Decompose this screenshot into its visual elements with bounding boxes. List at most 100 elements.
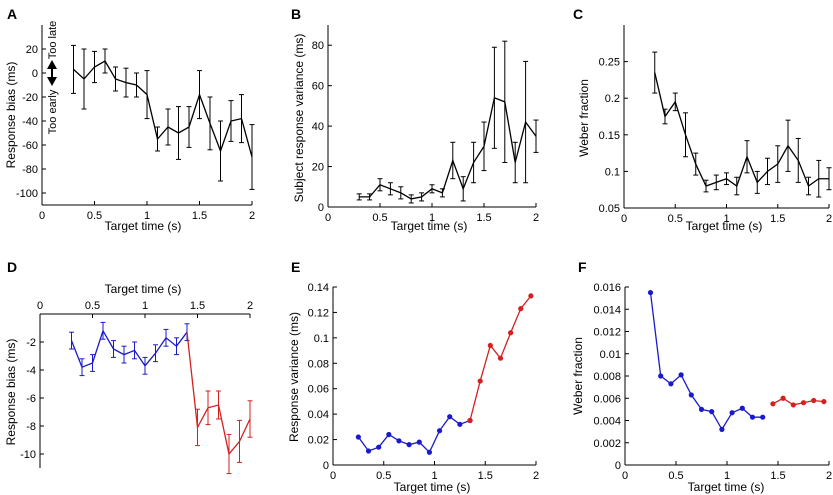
x-tick-label: 0.5 [372,212,387,224]
data-point [396,438,402,444]
x-tick-label: 1.5 [190,300,205,312]
x-tick-label: 2 [247,300,253,312]
y-tick-label: 0.01 [600,349,621,361]
series-line-variance [359,96,537,200]
y-tick-label: 20 [26,44,38,56]
too-early-label: Too early [47,89,59,134]
data-point [477,378,483,384]
y-tick-label: 20 [312,162,324,174]
y-tick-label: 0.06 [308,384,329,396]
y-tick-label: -60 [22,140,38,152]
data-point [386,431,392,438]
y-tick-label: 0.1 [605,166,620,178]
y-axis-label: Subject response variance (ms) [292,34,306,203]
y-tick-label: 0.15 [599,130,620,142]
panel-label-b: B [291,6,301,22]
y-tick-label: -2 [26,337,36,349]
data-point [457,421,463,427]
x-tick-label: 0 [330,470,336,482]
x-axis-label: Target time (s) [105,282,182,296]
x-tick-label: 0.5 [668,470,683,482]
direction-annotation: Too late Too early [47,21,59,134]
y-tick-label: 0.12 [308,307,329,319]
y-ticks: 0 20 40 60 80 [312,40,332,214]
panel-f: F Target time (s) Weber fraction 0 0.5 1 1.… [571,259,832,494]
panel-d: D Target time (s) Response bias (ms) 0 0.… [4,259,253,475]
y-tick-label: -80 [22,164,38,176]
y-tick-label: 0 [318,202,324,214]
data-point [790,402,796,408]
x-tick-label: 1.5 [478,470,493,482]
y-tick-label: 0.25 [599,57,620,69]
x-tick-label: 1.5 [770,213,785,225]
y-tick-label: 0 [32,68,38,80]
data-point [821,398,827,405]
y-tick-label: 0.05 [599,203,620,215]
data-point [376,444,382,450]
series-line-late [186,332,251,456]
data-point [518,306,524,312]
y-tick-label: 0.004 [593,416,621,428]
panel-e: E Target time (s) Response variance (ms)… [287,259,539,494]
y-tick-label: 0.002 [593,438,621,450]
x-ticks: 0 0.5 1 1.5 2 [621,204,832,225]
x-tick-label: 2 [826,470,832,482]
y-tick-label: -8 [26,421,36,433]
x-tick-label: 0.5 [85,300,100,312]
y-tick-label: -20 [22,92,38,104]
y-axis-label: Response bias (ms) [4,62,18,169]
data-point [749,414,756,420]
y-tick-label: 0.006 [593,393,621,405]
y-ticks: 20 0 -20 -40 -60 -80 -100 [16,44,46,200]
y-ticks: 0.05 0.1 0.15 0.2 0.25 [599,57,628,215]
y-axis-label: Weber fraction [577,79,591,157]
data-point [658,373,664,379]
panel-label-d: D [7,259,17,275]
data-point [426,449,433,455]
y-tick-label: -6 [26,393,36,405]
series-line-early [357,415,471,454]
data-point [698,406,705,412]
x-tick-label: 0 [37,300,43,312]
y-tick-label: 0.14 [308,282,329,294]
x-tick-label: 0 [621,213,627,225]
y-tick-label: 0.08 [308,358,329,370]
series-line-early [70,329,188,369]
y-tick-label: -4 [26,365,36,377]
y-axis-label: Response variance (ms) [287,312,301,442]
y-axis-label: Weber fraction [571,337,585,415]
data-point [709,409,715,415]
data-point [800,400,807,406]
series-line-weber [654,72,829,188]
data-point [406,442,412,448]
y-axis-label: Response bias (ms) [4,339,18,446]
data-point [739,405,745,411]
x-tick-label: 0 [325,212,331,224]
y-tick-label: 0.02 [308,435,329,447]
x-tick-label: 1 [144,210,150,222]
x-tick-label: 1 [724,470,730,482]
data-point [678,372,684,378]
y-tick-label: 0.04 [308,409,329,421]
y-tick-label: 0.012 [593,327,621,339]
x-tick-label: 2 [533,212,539,224]
panel-b: B Target time (s) Subject response varia… [291,6,539,233]
panel-label-c: C [573,6,583,22]
x-tick-label: 0.5 [87,210,102,222]
y-tick-label: 0.2 [605,93,620,105]
data-point [467,417,473,424]
x-axis-label: Target time (s) [391,219,468,233]
y-tick-label: -40 [22,116,38,128]
y-ticks: 0 0.002 0.004 0.006 0.008 0.01 0.012 0.014 0.016 [593,282,629,472]
panel-label-f: F [578,259,587,275]
x-ticks: 0 0.5 1 1.5 2 [37,300,253,318]
data-point [811,397,817,404]
data-point [508,330,514,336]
y-tick-label: 0.1 [314,333,329,345]
data-point [365,448,372,454]
y-tick-label: 0 [323,460,329,472]
series-line-bias [73,60,253,158]
y-tick-label: -10 [20,449,36,461]
plot-area [647,289,827,432]
x-tick-label: 1.5 [770,470,785,482]
